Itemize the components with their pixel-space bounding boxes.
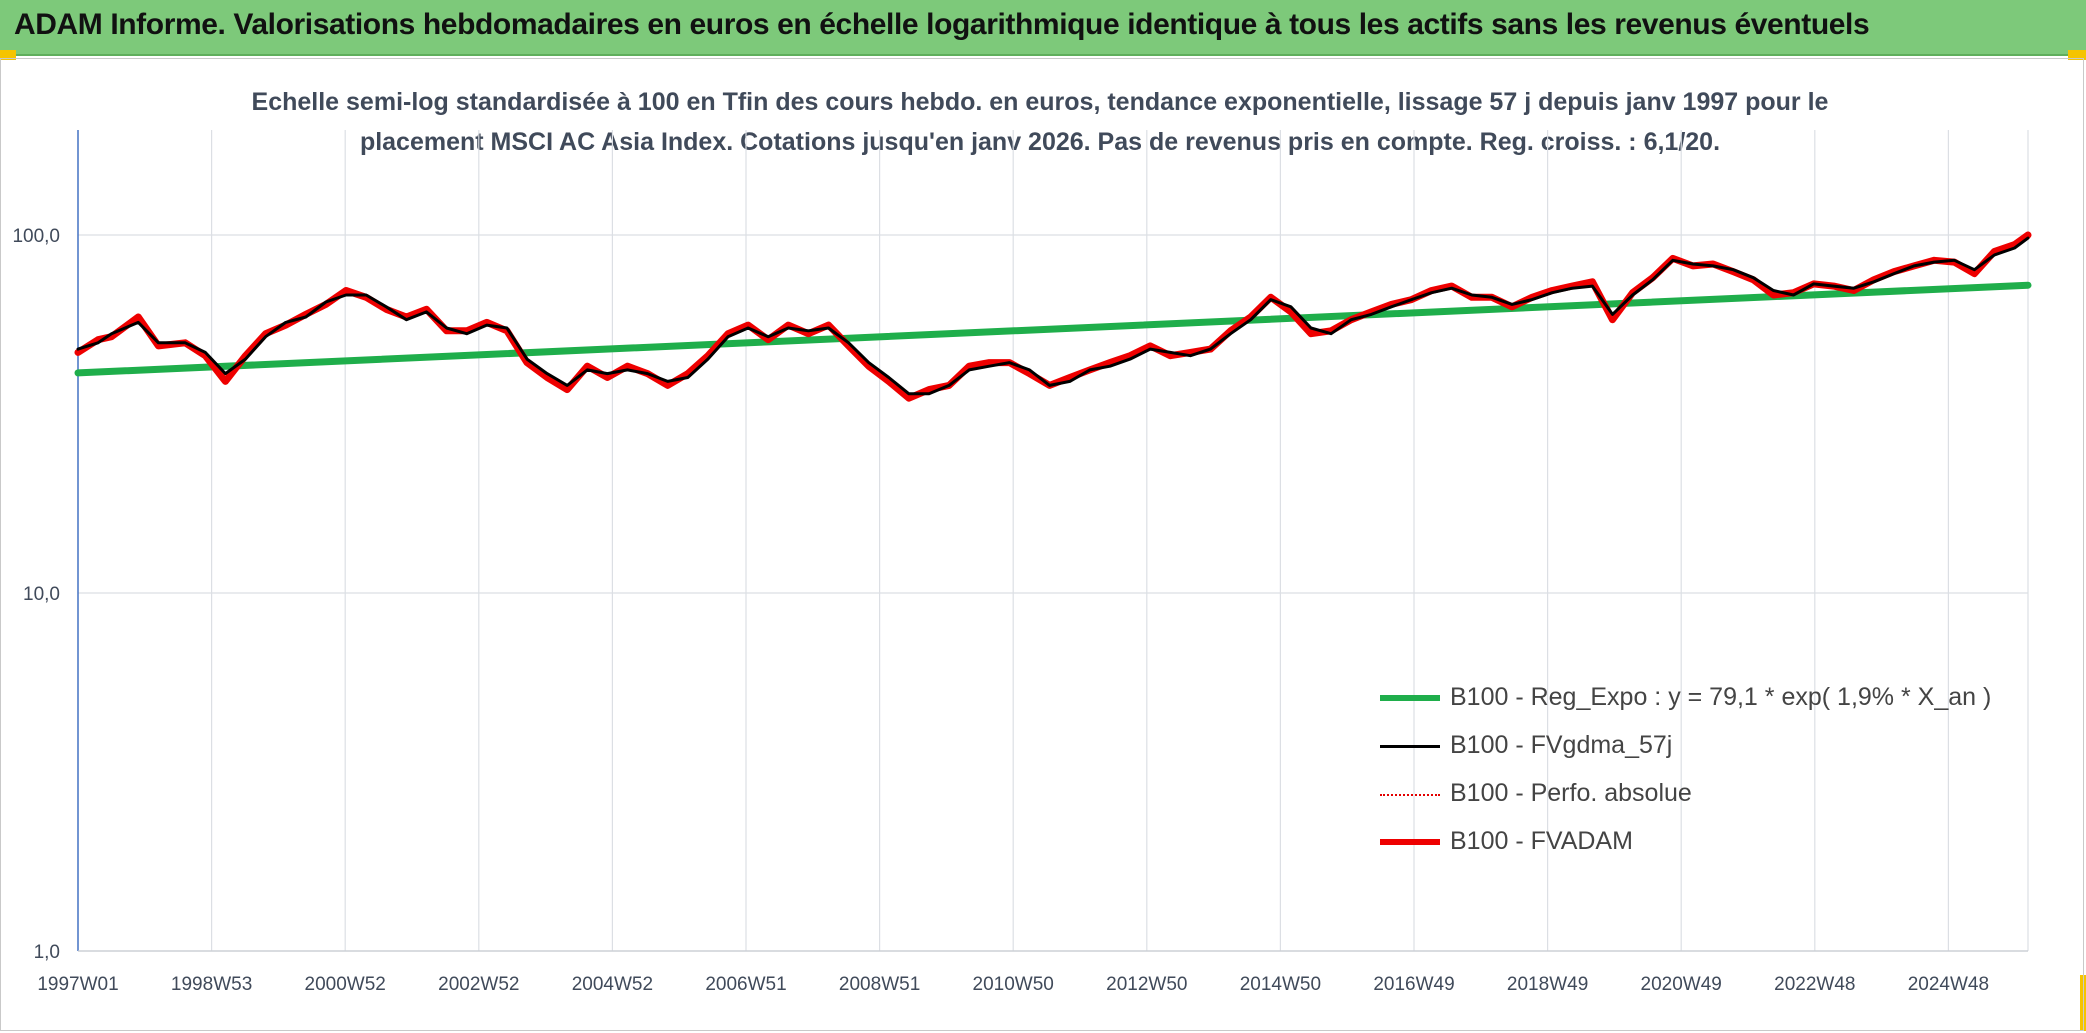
x-tick-label: 2000W52 — [305, 974, 386, 995]
series-line-3 — [74, 231, 2032, 402]
x-tick-label: 2004W52 — [572, 974, 653, 995]
series-line-0 — [74, 281, 2032, 377]
series-line-1 — [76, 236, 2030, 396]
y-tick-label: 10,0 — [23, 584, 60, 605]
report-banner: ADAM Informe. Valorisations hebdomadaire… — [0, 0, 2086, 56]
y-tick-label: 100,0 — [12, 226, 60, 247]
x-tick-label: 2024W48 — [1908, 974, 1989, 995]
legend-label-perfo: B100 - Perfo. absolue — [1450, 779, 1692, 807]
x-tick-label: 2022W48 — [1774, 974, 1855, 995]
y-tick-label: 1,0 — [34, 942, 60, 963]
x-tick-label: 1998W53 — [171, 974, 252, 995]
x-tick-label: 2010W50 — [973, 974, 1054, 995]
series-layer — [74, 231, 2032, 402]
legend-swatch-reg-expo — [1380, 695, 1440, 701]
tick-labels-layer: 1997W01 1998W53 2000W52 2002W52 2004W52 2006W… — [12, 226, 1989, 995]
legend-label-fvadam: B100 - FVADAM — [1450, 827, 1633, 855]
x-tick-label: 2012W50 — [1106, 974, 1187, 995]
legend-swatch-fvadam — [1380, 839, 1440, 845]
legend-swatch-fvgdma — [1380, 745, 1440, 748]
axes-layer — [77, 130, 2028, 952]
x-tick-label: 2006W51 — [705, 974, 786, 995]
report-title: ADAM Informe. Valorisations hebdomadaire… — [14, 8, 1870, 41]
chart-title-line2: placement MSCI AC Asia Index. Cotations … — [359, 128, 1721, 156]
x-tick-label: 2016W49 — [1373, 974, 1454, 995]
x-tick-label: 2008W51 — [839, 974, 920, 995]
chart-title-line1: Echelle semi-log standardisée à 100 en T… — [251, 88, 1829, 116]
corner-marker-right — [2068, 50, 2086, 60]
x-tick-label: 2020W49 — [1641, 974, 1722, 995]
x-tick-label: 2014W50 — [1240, 974, 1321, 995]
legend-swatch-perfo — [1380, 794, 1440, 796]
legend-label-fvgdma: B100 - FVgdma_57j — [1450, 731, 1673, 759]
x-tick-label: 2002W52 — [438, 974, 519, 995]
grid-layer — [78, 130, 2029, 952]
legend-label-reg-expo: B100 - Reg_Expo : y = 79,1 * exp( 1,9% *… — [1450, 683, 1992, 711]
chart-frame — [0, 58, 2084, 1031]
x-tick-label: 1997W01 — [37, 974, 118, 995]
x-tick-label: 2018W49 — [1507, 974, 1588, 995]
corner-marker-left — [0, 50, 16, 60]
